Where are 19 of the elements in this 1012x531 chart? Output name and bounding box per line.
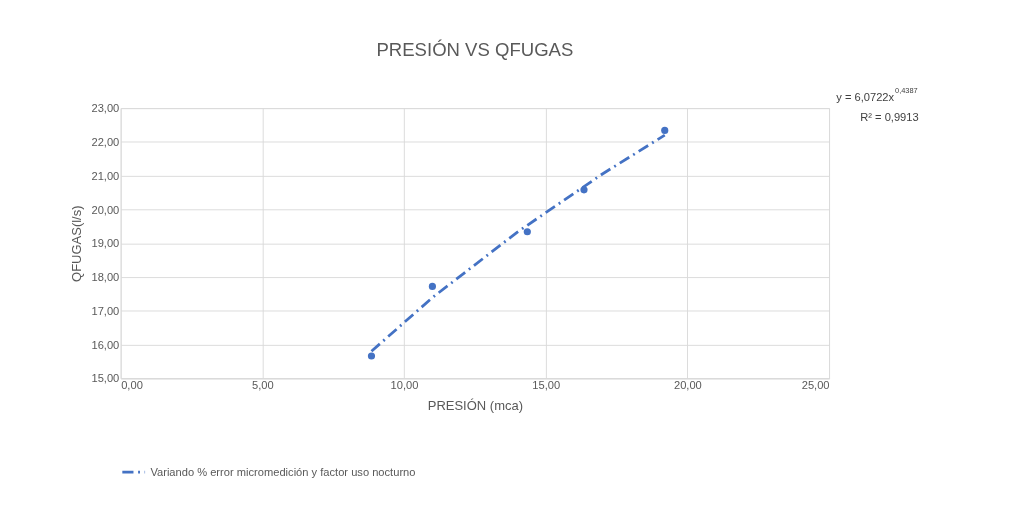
y-tick-label: 21,00 [91, 169, 120, 182]
x-tick-label: 15,00 [532, 378, 561, 391]
y-tick-label: 19,00 [91, 237, 120, 250]
x-axis-title: PRESIÓN (mca) [427, 398, 523, 414]
y-tick-label: 20,00 [91, 203, 120, 216]
y-tick-label: 16,00 [91, 338, 120, 351]
x-tick-label: 10,00 [390, 378, 419, 391]
y-tick-label: 23,00 [91, 102, 120, 115]
y-tick-label: 22,00 [91, 136, 120, 149]
x-tick-label: 25,00 [801, 378, 830, 391]
y-tick-label: 18,00 [91, 271, 120, 284]
chart-title: PRESIÓN VS QFUGAS [376, 39, 574, 61]
y-axis-title: QFUGAS(l/s) [69, 205, 85, 282]
x-tick-label: 5,00 [252, 378, 274, 391]
x-tick-label: 20,00 [673, 378, 702, 391]
y-tick-label: 17,00 [91, 304, 120, 317]
x-tick-label: 0,00 [121, 378, 143, 391]
legend-label: Variando % error micromedición y factor uso nocturno [150, 465, 416, 478]
text: R² = 0,9913 [860, 111, 919, 124]
